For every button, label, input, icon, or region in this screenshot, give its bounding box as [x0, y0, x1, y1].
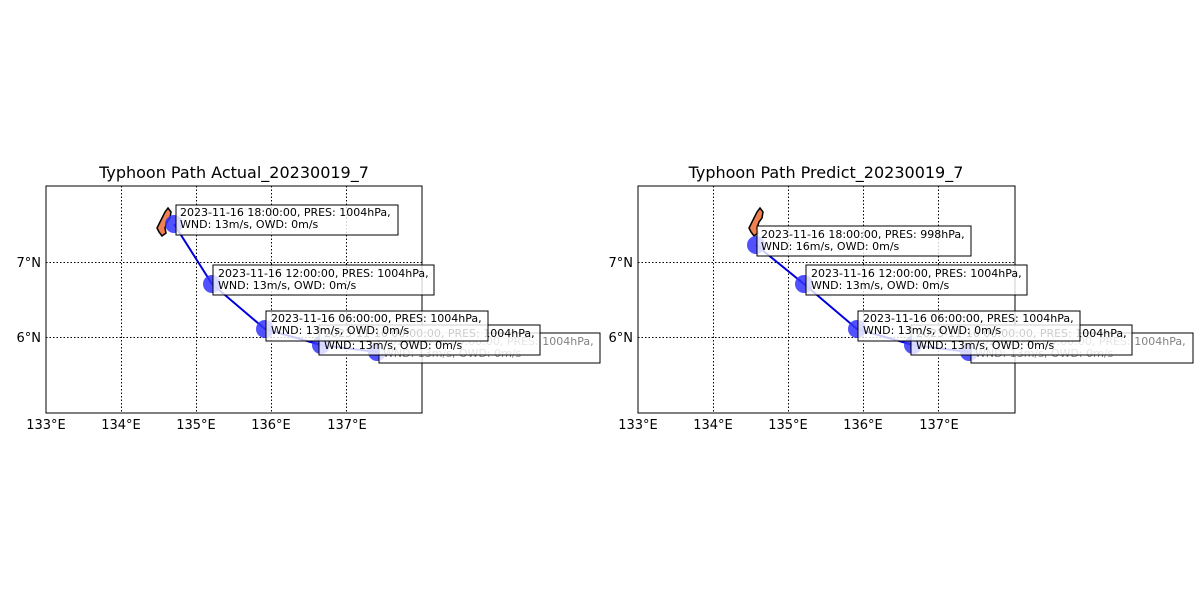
annotation-box	[212, 264, 435, 296]
annotation-line1: 2023-11-16 12:00:00, PRES: 1004hPa,	[218, 267, 429, 280]
track-annotation: 2023-11-16 18:00:00, PRES: 998hPa, WND: …	[756, 225, 972, 257]
annotation-line2: WND: 13m/s, OWD: 0m/s	[271, 324, 410, 337]
panel-actual: Typhoon Path Actual_20230019_7 2023-11-	[17, 163, 601, 433]
annotation-box	[805, 264, 1028, 296]
map-axes: 2023-11-16 00:00:00, PRES: 1004hPa, WND:…	[637, 185, 1194, 414]
panel-predict: Typhoon Path Predict_20230019_7 2023-11-…	[609, 163, 1194, 433]
x-tick-label: 133°E	[618, 418, 658, 433]
x-tick-label: 136°E	[843, 418, 883, 433]
track-annotation: 2023-11-16 06:00:00, PRES: 1004hPa, WND:…	[857, 310, 1081, 342]
annotation-line2: WND: 13m/s, OWD: 0m/s	[811, 279, 950, 292]
y-tick-label: 6°N	[609, 331, 634, 346]
grid-lines	[638, 186, 1015, 413]
track-annotation: 2023-11-16 06:00:00, PRES: 1004hPa, WND:…	[265, 310, 489, 342]
y-tick-labels: 7°N 6°N	[17, 256, 42, 346]
annotation-line1: 2023-11-16 06:00:00, PRES: 1004hPa,	[271, 312, 482, 325]
y-tick-label: 7°N	[609, 256, 634, 271]
island-landmass	[748, 206, 764, 238]
map-frame	[637, 185, 1016, 414]
chart-title: Typhoon Path Predict_20230019_7	[688, 163, 964, 183]
map-axes: 2023-11-16 00:00:00, PRES: 1004hPa, WND:…	[45, 185, 601, 414]
annotation-line1: 2023-11-16 18:00:00, PRES: 998hPa,	[761, 228, 965, 241]
x-tick-labels: 133°E 134°E 135°E 136°E 137°E	[26, 418, 367, 433]
x-tick-label: 137°E	[327, 418, 367, 433]
y-tick-labels: 7°N 6°N	[609, 256, 634, 346]
annotation-line2: WND: 13m/s, OWD: 0m/s	[218, 279, 357, 292]
map-frame	[45, 185, 423, 414]
annotation-box	[857, 310, 1081, 342]
annotation-line1: 2023-11-16 18:00:00, PRES: 1004hPa,	[180, 206, 391, 219]
annotation-box	[756, 225, 972, 257]
x-tick-label: 134°E	[101, 418, 141, 433]
x-tick-label: 137°E	[919, 418, 959, 433]
grid-lines	[46, 186, 422, 413]
x-tick-label: 133°E	[26, 418, 66, 433]
chart-title: Typhoon Path Actual_20230019_7	[98, 163, 369, 183]
annotation-line1: 2023-11-16 12:00:00, PRES: 1004hPa,	[811, 267, 1022, 280]
annotation-line2: WND: 13m/s, OWD: 0m/s	[324, 339, 463, 352]
x-tick-label: 135°E	[768, 418, 808, 433]
annotation-line2: WND: 13m/s, OWD: 0m/s	[863, 324, 1002, 337]
x-tick-label: 136°E	[251, 418, 291, 433]
track-annotation: 2023-11-16 12:00:00, PRES: 1004hPa, WND:…	[212, 264, 435, 296]
x-tick-label: 134°E	[693, 418, 733, 433]
annotation-box	[175, 204, 399, 236]
annotation-line2: WND: 13m/s, OWD: 0m/s	[916, 339, 1055, 352]
track-annotation: 2023-11-16 18:00:00, PRES: 1004hPa, WND:…	[175, 204, 399, 236]
annotation-box	[265, 310, 489, 342]
x-tick-label: 135°E	[176, 418, 216, 433]
annotation-line1: 2023-11-16 06:00:00, PRES: 1004hPa,	[863, 312, 1074, 325]
annotation-line2: WND: 16m/s, OWD: 0m/s	[761, 240, 900, 253]
y-tick-label: 6°N	[17, 331, 42, 346]
annotation-line2: WND: 13m/s, OWD: 0m/s	[180, 218, 319, 231]
x-tick-labels: 133°E 134°E 135°E 136°E 137°E	[618, 418, 959, 433]
y-tick-label: 7°N	[17, 256, 42, 271]
track-annotation: 2023-11-16 12:00:00, PRES: 1004hPa, WND:…	[805, 264, 1028, 296]
